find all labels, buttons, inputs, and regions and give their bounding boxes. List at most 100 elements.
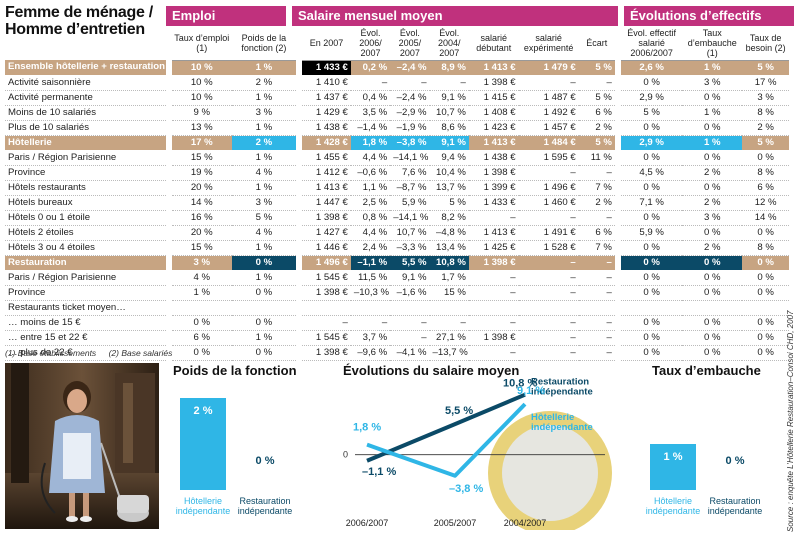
table-cell: 2 % [578,120,615,136]
row-label: Paris / Région Parisienne [5,150,166,166]
table-row: Paris / Région Parisienne 15 % 1 % 1 455 €4… [5,150,789,166]
column-gap [165,60,172,76]
table-cell: 11 % [578,150,615,166]
table-row: Moins de 10 salariés 9 % 3 % 1 429 €3,5 % –2… [5,105,789,121]
section-header-emploi: Emploi [166,6,286,26]
table-cell: – [578,270,615,286]
table-cell [621,300,683,316]
table-cell: 3 % [682,210,743,226]
table-cell: 1 437 € [302,90,351,106]
table-cell: – [468,210,519,226]
table-cell: –1,4 % [350,120,391,136]
table-cell: 1,1 % [350,180,391,196]
table-cell [742,300,789,316]
table-row: Province 19 % 4 % 1 412 € –0,6 % 7,6 % 10,4 % 1… [5,165,789,181]
column-gap [614,90,622,105]
table-cell: 5 % [578,60,615,76]
table-cell: 20 % [171,225,232,241]
footnote-1: (1) Base établissements [5,348,97,358]
table-row: … plus de 22 €0 % 0 % 1 398 € –9,6 % –4,1 % –… [5,345,789,361]
table-cell: 0 % [682,225,743,241]
table-cell: – [578,165,615,181]
table-cell: 17 % [171,135,232,151]
table-cell: 5,9 % [390,195,430,211]
bar-category-label: Hôtellerie [654,496,692,506]
table-cell: –1,9 % [390,120,430,136]
table-row: Hôtels 0 ou 1 étoile 16 % 5 % 1 398 €0,8 % –… [5,210,789,226]
table-cell: 1 398 € [468,330,519,346]
column-gap [295,135,303,151]
table-row: Ensemble hôtellerie + restauration 10 % 1 … [5,60,789,76]
table-cell: 5 % [429,195,469,211]
table-cell: 0 % [171,345,232,361]
table-cell: –2,9 % [390,105,430,121]
table-cell: 0 % [682,285,743,301]
table-cell: –1,6 % [390,285,430,301]
table-cell: – [429,315,469,331]
table-cell: – [429,75,469,91]
bar-value-label: 2 % [194,405,213,417]
table-cell: 1 % [231,150,296,166]
table-cell: 1 455 € [302,150,351,166]
table-cell: 10,7 % [429,105,469,121]
table-cell: 3 % [682,75,743,91]
table-cell: 1 398 € [468,75,519,91]
table-cell [578,300,615,316]
table-cell: 5 % [621,105,683,121]
col-evol-effectif: Évol. effectif salarié 2006/2007 [621,27,683,61]
table-cell: – [578,210,615,226]
table-cell: 2 % [742,120,789,136]
table-row: Hôtels restaurants 20 % 1 % 1 413 €1,1 % –8,… [5,180,789,196]
table-row: Province 1 % 0 % 1 398 € –10,3 % –1,6 % 15 % – –… [5,285,789,301]
series-name-label: Restauration [531,378,589,388]
table-cell: 3 % [742,90,789,106]
zero-label: 0 [343,450,348,460]
table-cell: 1 398 € [302,285,351,301]
table-cell: 0 % [621,345,683,361]
table-cell: 0 % [742,315,789,331]
series-line [366,402,527,478]
table-cell: 9,1 % [429,135,469,151]
table-cell: 1 460 € [518,195,579,211]
column-gap [295,90,303,105]
table-cell: 0 % [621,240,683,256]
column-gap [295,105,303,120]
table-cell: 1 491 € [518,225,579,241]
table-cell: 12 % [742,195,789,211]
table-cell: 3 % [231,105,296,121]
table-cell: 2 % [578,195,615,211]
table-cell: 2 % [682,165,743,181]
column-gap [614,285,622,300]
column-gap [295,300,303,315]
table-cell: 1 438 € [468,150,519,166]
table-cell: – [518,255,579,271]
table-cell: 0 % [231,315,296,331]
table-cell: –13,7 % [429,345,469,361]
table-cell: 1 595 € [518,150,579,166]
table-cell: – [468,315,519,331]
table-row: Hôtellerie 17 % 2 % 1 428 €1,8 % –3,8 % 9,1 %… [5,135,789,151]
table-cell: 15 % [171,240,232,256]
bar-category-label: indépendante [646,506,701,516]
table-cell: – [390,315,430,331]
chart-title-salaire: Évolutions du salaire moyen [343,363,520,378]
table-cell: 1 % [231,60,296,76]
table-cell: 1 398 € [468,255,519,271]
table-cell: 1,7 % [429,270,469,286]
column-gap [165,105,172,120]
col-salarie-debutant: salarié débutant [468,27,519,61]
table-cell: 3 % [231,195,296,211]
column-gap [165,180,172,195]
table-cell: 10 % [171,90,232,106]
column-gap [295,315,303,330]
table-cell: 3,5 % [350,105,391,121]
column-gap [614,135,622,151]
series-name-label: indépendante [531,387,593,398]
col-evol-2005: Évol. 2005/ 2007 [390,27,430,61]
table-cell: 0 % [682,270,743,286]
column-gap [165,255,172,271]
cleaning-woman-photo [5,363,159,529]
column-gap [295,180,303,195]
table-cell: – [350,75,391,91]
